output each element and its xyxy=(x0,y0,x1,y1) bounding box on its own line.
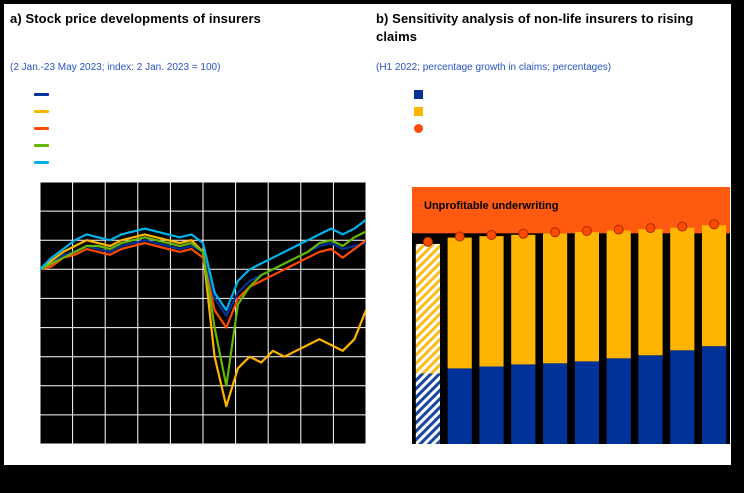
bar-yellow-segment xyxy=(670,227,695,351)
combined-ratio-dot xyxy=(581,226,592,236)
bar-blue-segment xyxy=(447,368,472,444)
bar-yellow-segment xyxy=(543,233,568,364)
dark-blue-stack-swatch xyxy=(414,90,423,99)
legend-item-green-series xyxy=(34,141,49,150)
yellow-series-swatch xyxy=(34,109,49,114)
bar-blue-segment xyxy=(511,364,536,444)
line-chart-svg xyxy=(40,182,366,444)
legend-item-orange-red-series xyxy=(34,124,49,133)
combined-ratio-dot xyxy=(550,227,561,238)
legend-item-light-blue-series xyxy=(34,158,49,167)
panel-a-legend xyxy=(34,90,49,167)
panel-b-legend xyxy=(414,90,423,133)
combined-ratio-dot xyxy=(518,228,529,239)
bar-yellow-segment xyxy=(511,234,536,365)
panel-b-subtitle: (H1 2022; percentage growth in claims; p… xyxy=(376,62,612,73)
bar-blue-segment xyxy=(606,358,631,444)
bar-blue-segment xyxy=(638,355,663,444)
combined-ratio-dot xyxy=(454,231,465,242)
bar-blue-segment xyxy=(670,350,695,444)
bar-yellow-segment xyxy=(606,230,631,359)
red-dot-marker-swatch xyxy=(414,124,423,133)
combined-ratio-dot xyxy=(645,223,656,234)
unprofitable-region xyxy=(412,187,730,234)
bar-yellow-segment xyxy=(574,232,599,362)
combined-ratio-dot xyxy=(677,221,688,232)
unprofitable-underwriting-label: Unprofitable underwriting xyxy=(424,200,559,212)
bar-chart-svg xyxy=(412,187,730,444)
orange-red-series-swatch xyxy=(34,126,49,131)
dark-blue-series-swatch xyxy=(34,92,49,97)
stock-price-line-chart xyxy=(40,182,366,444)
green-series-swatch xyxy=(34,143,49,148)
sensitivity-bar-chart: Unprofitable underwriting xyxy=(412,187,730,444)
combined-ratio-dot xyxy=(709,219,720,230)
legend-item-yellow-series xyxy=(34,107,49,116)
panel-stock-prices: a) Stock price developments of insurers … xyxy=(10,4,370,465)
bar-blue-segment xyxy=(702,346,727,444)
legend-item-red-dot-marker xyxy=(414,124,423,133)
combined-ratio-dot xyxy=(422,236,433,247)
panel-b-title: b) Sensitivity analysis of non-life insu… xyxy=(376,11,694,44)
legend-item-yellow-stack xyxy=(414,107,423,116)
panel-sensitivity-analysis: b) Sensitivity analysis of non-life insu… xyxy=(376,4,730,465)
legend-item-dark-blue-series xyxy=(34,90,49,99)
bar-blue-segment xyxy=(415,373,440,444)
panel-a-title: a) Stock price developments of insurers xyxy=(10,11,261,26)
chart-card: a) Stock price developments of insurers … xyxy=(4,4,731,465)
bar-yellow-segment xyxy=(479,236,504,367)
bar-blue-segment xyxy=(479,366,504,444)
bar-yellow-segment xyxy=(415,243,440,374)
legend-item-dark-blue-stack xyxy=(414,90,423,99)
combined-ratio-dot xyxy=(613,224,624,235)
yellow-stack-swatch xyxy=(414,107,423,116)
series-green xyxy=(40,230,366,387)
series-light-blue xyxy=(40,218,366,312)
bar-blue-segment xyxy=(574,361,599,444)
panel-a-subtitle: (2 Jan.-23 May 2023; index: 2 Jan. 2023 … xyxy=(10,62,221,73)
bar-blue-segment xyxy=(543,363,568,444)
bar-yellow-segment xyxy=(447,237,472,369)
light-blue-series-swatch xyxy=(34,160,49,165)
bar-yellow-segment xyxy=(702,225,727,347)
bar-yellow-segment xyxy=(638,229,663,356)
combined-ratio-dot xyxy=(486,230,497,240)
